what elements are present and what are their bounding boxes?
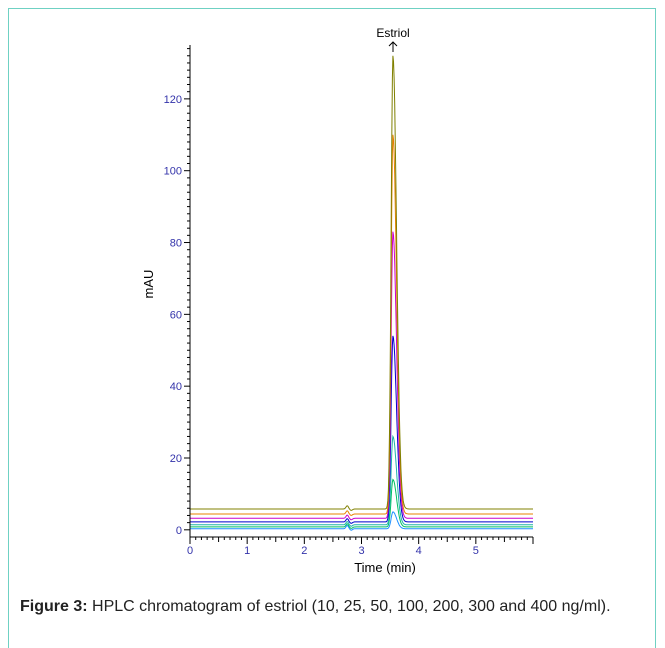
y-axis-label: mAU	[141, 270, 156, 299]
x-tick-label: 0	[187, 545, 193, 557]
y-tick-label: 80	[170, 238, 182, 250]
chromatogram-trace	[190, 134, 533, 516]
figure-caption: Figure 3: HPLC chromatogram of estriol (…	[20, 596, 650, 617]
x-tick-label: 2	[301, 545, 307, 557]
y-tick-label: 120	[164, 94, 182, 106]
x-axis-label: Time (min)	[354, 560, 416, 575]
axes-group: 0 20 40 60 80 100 120 0 1 2 3 4 5	[164, 45, 534, 557]
caption-text: HPLC chromatogram of estriol (10, 25, 50…	[92, 598, 611, 615]
chromatogram-chart: 0 20 40 60 80 100 120 0 1 2 3 4 5 Estriol Time (min)…	[141, 26, 534, 575]
x-tick-label: 4	[416, 545, 422, 557]
x-tick-label: 1	[244, 545, 250, 557]
peak-annotation-arrow	[388, 41, 398, 52]
y-tick-label: 40	[170, 381, 182, 393]
chromatogram-trace	[190, 434, 533, 527]
y-tick-label: 100	[164, 166, 182, 178]
x-tick-label: 5	[473, 545, 479, 557]
caption-label: Figure 3:	[20, 598, 88, 615]
figure-frame	[8, 8, 656, 648]
traces-group	[190, 55, 533, 531]
y-tick-label: 20	[170, 453, 182, 465]
chromatogram-trace	[190, 335, 533, 524]
chromatogram-trace	[190, 511, 533, 531]
chromatogram-trace	[190, 231, 533, 521]
y-tick-label: 0	[176, 525, 182, 537]
chromatogram-trace	[190, 478, 533, 529]
x-tick-label: 3	[358, 545, 364, 557]
y-tick-label: 60	[170, 309, 182, 321]
peak-annotation-label: Estriol	[376, 26, 409, 40]
chromatogram-trace	[190, 55, 533, 511]
